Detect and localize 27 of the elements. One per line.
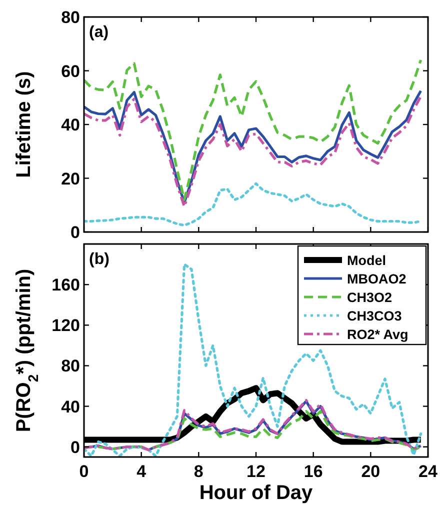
y-tick-label: 40 (61, 116, 80, 134)
x-tick-label: 24 (418, 462, 438, 481)
x-axis-title: Hour of Day (199, 482, 314, 504)
legend-label: CH3CO3 (347, 308, 402, 324)
line-series (84, 58, 422, 202)
x-tick-label: 8 (194, 462, 204, 481)
y-tick-label: 40 (61, 397, 80, 416)
y-tick-label: 120 (52, 316, 80, 336)
y-tick-label: 0 (70, 223, 80, 242)
legend-label: CH3O2 (347, 290, 392, 305)
y-tick-label: 80 (61, 8, 80, 27)
y-axis-title: Lifetime (s) (13, 71, 35, 178)
y-tick-label: 80 (61, 356, 80, 376)
y-tick-label: 60 (61, 62, 80, 81)
legend-label: RO2* Avg (347, 327, 408, 342)
x-tick-label: 16 (304, 462, 323, 481)
y-tick-label: 20 (61, 169, 80, 188)
x-tick-label: 12 (246, 462, 266, 481)
annotation: (a) (89, 24, 109, 41)
x-tick-label: 4 (136, 462, 147, 481)
y-tick-label: 0 (70, 438, 80, 457)
x-tick-label: 20 (361, 462, 380, 481)
annotation: (b) (89, 251, 110, 268)
legend-label: Model (347, 253, 386, 268)
y-tick-label: 160 (52, 276, 80, 295)
line-series (84, 182, 422, 227)
legend-label: MBOAO2 (347, 272, 406, 286)
